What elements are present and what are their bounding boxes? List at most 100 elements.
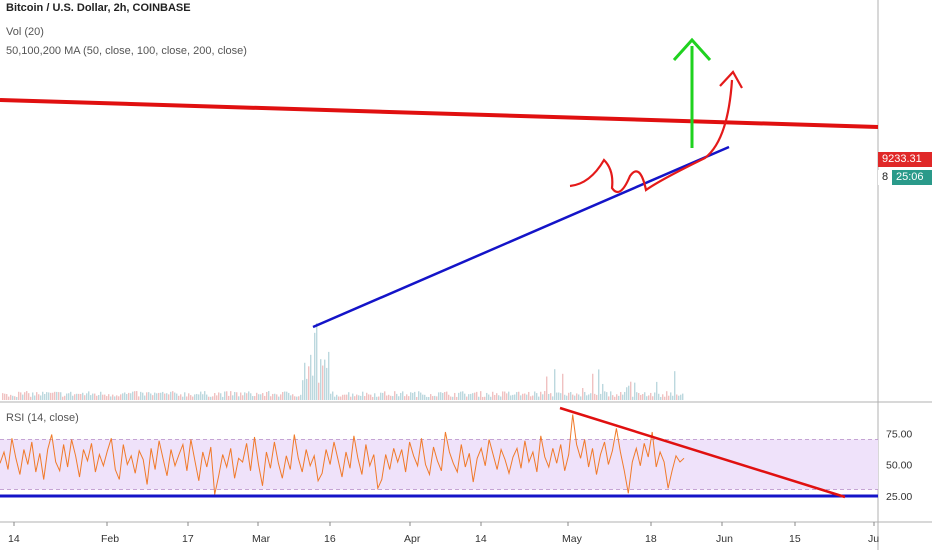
volume-bar [626,387,628,400]
volume-bar [590,393,592,400]
volume-bar [582,388,584,400]
volume-bar [400,392,402,400]
volume-bar [206,394,208,400]
volume-bar [114,396,116,400]
volume-bar [614,396,616,400]
volume-bar [414,391,416,400]
volume-bar [474,392,476,400]
volume-bar [76,393,78,400]
time-tick-label: Mar [252,533,271,545]
volume-bar [26,391,28,400]
volume-bar [468,394,470,400]
volume-bar [612,395,614,400]
volume-bar [98,394,100,400]
volume-bar [440,392,442,400]
ma-legend[interactable]: 50,100,200 MA (50, close, 100, close, 20… [6,45,247,57]
volume-bar [420,392,422,400]
volume-bar [230,391,232,400]
volume-bar [620,391,622,400]
volume-bar [116,395,118,400]
volume-bar [246,393,248,400]
volume-bar [524,393,526,400]
volume-bar [366,392,368,400]
volume-bar [52,392,54,400]
volume-legend[interactable]: Vol (20) [6,26,44,38]
volume-bar [216,395,218,400]
volume-bar [296,396,298,400]
volume-bar [262,393,264,400]
rsi-tick-label: 75.00 [886,428,912,440]
volume-bar [242,395,244,400]
volume-bar [50,392,52,400]
volume-bar [616,394,618,400]
volume-bar [56,391,58,400]
volume-bar [370,394,372,400]
volume-bar [650,392,652,400]
volume-bar [156,393,158,400]
volume-bar [192,396,194,400]
volume-bar [316,322,318,400]
hidden-price-label: 8 [878,170,892,185]
volume-bar [54,391,56,400]
volume-bar [290,395,292,400]
volume-bar [670,392,672,400]
volume-bar [618,395,620,400]
rsi-legend[interactable]: RSI (14, close) [6,412,79,424]
volume-bar [330,393,332,400]
volume-bar [64,395,66,400]
volume-bar [424,394,426,400]
volume-bar [628,385,630,400]
volume-bar [272,393,274,400]
volume-bar [450,396,452,400]
volume-bar [60,392,62,400]
volume-bar [634,382,636,400]
volume-bar [562,373,564,400]
volume-bar [180,394,182,400]
volume-bar [534,391,536,400]
volume-bar [574,395,576,400]
time-tick-label: Jun [716,533,733,545]
target-arrow-head [672,37,712,62]
volume-bar [280,394,282,400]
volume-bar [398,396,400,400]
volume-bar [100,391,102,400]
volume-bar [182,396,184,400]
volume-bar [446,391,448,400]
volume-bar [86,393,88,400]
volume-bar [286,391,288,400]
volume-bar [356,394,358,400]
volume-bar [602,383,604,400]
volume-bar [186,396,188,400]
volume-bar [638,393,640,400]
volume-bar [554,369,556,400]
volume-bar [298,396,300,400]
volume-bar [336,394,338,400]
volume-bar [312,375,314,400]
volume-bar [580,396,582,400]
volume-bar [20,392,22,400]
volume-bar [530,396,532,400]
chart-title[interactable]: Bitcoin / U.S. Dollar, 2h, COINBASE [6,2,191,14]
volume-bar [532,395,534,400]
volume-bar [472,393,474,400]
volume-bar [104,394,106,400]
volume-bar [274,393,276,400]
volume-bar [576,393,578,400]
volume-bar [250,393,252,400]
volume-bar [624,391,626,400]
volume-bar [654,392,656,400]
volume-bar [244,392,246,400]
volume-bar [578,394,580,400]
volume-bar [546,376,548,400]
volume-bar [30,396,32,400]
volume-bar [646,396,648,400]
volume-bar [152,395,154,400]
rsi-divergence-line [559,406,846,499]
volume-bar [266,391,268,400]
volume-bar [224,391,226,400]
volume-bar [434,395,436,400]
volume-bar [504,391,506,400]
volume-bar [352,393,354,400]
